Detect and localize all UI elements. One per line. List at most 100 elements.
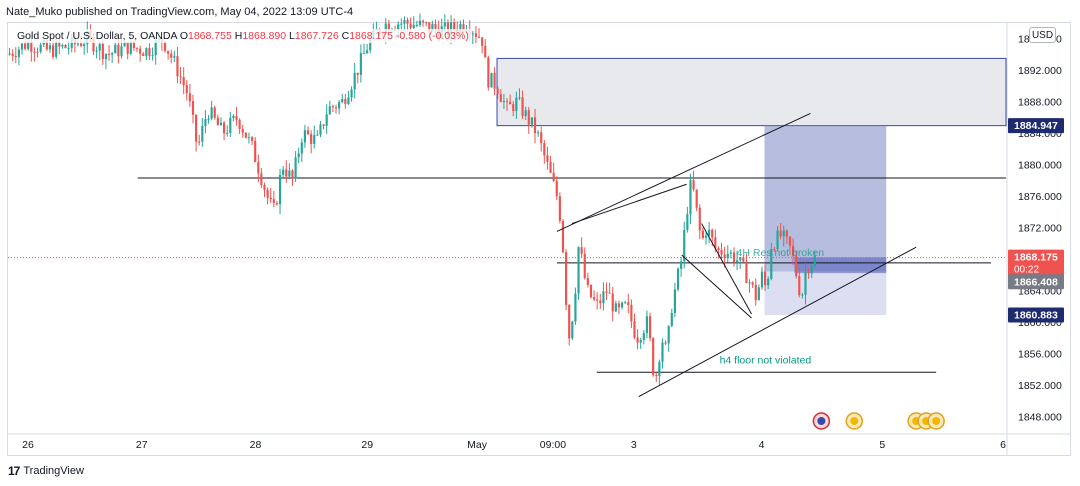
- candle-body: [148, 48, 151, 56]
- candle-body: [453, 22, 456, 30]
- current-price-countdown: 00:22: [1014, 265, 1039, 276]
- candle-body: [229, 117, 232, 133]
- candle-body: [533, 117, 537, 134]
- candle-body: [222, 122, 226, 134]
- candle-body: [291, 170, 294, 179]
- candle-body: [462, 24, 465, 32]
- x-tick-label: 4: [759, 439, 765, 451]
- candle-body: [356, 72, 359, 75]
- candle-body: [132, 41, 136, 48]
- candle-body: [630, 304, 633, 322]
- candle-body: [412, 24, 415, 28]
- candle-body: [334, 107, 338, 109]
- candle-body: [620, 302, 624, 308]
- close-label: C: [341, 30, 350, 42]
- tradingview-logo[interactable]: 17 TradingView: [8, 464, 84, 478]
- candle-body: [359, 53, 362, 75]
- candle-body: [20, 43, 24, 50]
- candle-body: [602, 291, 605, 304]
- candle-body: [512, 104, 515, 112]
- candle-body: [686, 214, 689, 230]
- candle-body: [788, 236, 792, 246]
- candle-body: [704, 235, 708, 238]
- candle-body: [173, 56, 176, 58]
- candle-body: [580, 247, 583, 254]
- candle-body: [139, 48, 142, 54]
- candle-body: [145, 48, 148, 56]
- candle-body: [111, 53, 114, 55]
- candle-body: [195, 114, 198, 142]
- stop-price-label: [1008, 307, 1064, 323]
- candle-body: [785, 230, 788, 237]
- candle-body: [170, 53, 173, 58]
- candle-body: [288, 170, 291, 177]
- current-price-value: 1868.175: [1014, 252, 1058, 264]
- candle-body: [101, 43, 104, 60]
- candle-body: [369, 39, 372, 51]
- candle-body: [51, 45, 55, 57]
- candle-body: [207, 118, 210, 120]
- candle-body: [773, 249, 776, 251]
- chart-area[interactable]: [7, 22, 1071, 456]
- candle-body: [76, 43, 80, 45]
- symbol-legend[interactable]: Gold Spot / U.S. Dollar, 5, OANDA O1868.…: [15, 29, 471, 43]
- candle-body: [232, 116, 235, 118]
- candle-body: [213, 107, 216, 118]
- candle-body: [502, 101, 505, 103]
- candle-body: [723, 254, 726, 259]
- candle-body: [583, 253, 586, 279]
- candle-body: [549, 161, 552, 173]
- candle-body: [24, 43, 27, 49]
- candle-body: [608, 292, 611, 294]
- candle-body: [720, 249, 723, 255]
- candle-body: [509, 101, 512, 105]
- falling-wedge-upper-line: [571, 183, 687, 225]
- supply-zone: [496, 57, 1007, 127]
- candle-body: [303, 130, 307, 143]
- candle-body: [188, 93, 191, 102]
- candle-body: [667, 326, 670, 344]
- candle-body: [36, 51, 39, 53]
- candle-body: [586, 278, 589, 285]
- candle-body: [415, 24, 418, 26]
- candle-body: [757, 287, 760, 301]
- candle-body: [484, 45, 487, 58]
- candle-body: [751, 282, 754, 285]
- candle-body: [300, 142, 303, 154]
- candle-body: [698, 207, 701, 231]
- candle-body: [244, 132, 247, 138]
- candle-body: [449, 22, 453, 36]
- candle-body: [729, 252, 732, 254]
- candle-body: [543, 143, 546, 156]
- candle-body: [617, 303, 621, 308]
- candle-body: [306, 130, 310, 135]
- candle-body: [611, 293, 614, 312]
- currency-badge[interactable]: USD: [1029, 27, 1056, 43]
- long-position-target-zone: [764, 125, 887, 272]
- candle-body: [8, 53, 11, 55]
- candle-body: [521, 97, 524, 117]
- candle-body: [474, 33, 478, 37]
- candle-body: [708, 229, 711, 236]
- candle-body: [431, 24, 434, 32]
- candle-body: [530, 117, 533, 125]
- candle-body: [83, 44, 86, 46]
- candle-body: [810, 266, 813, 274]
- candle-body: [767, 278, 770, 286]
- candle-body: [443, 22, 446, 27]
- candle-body: [310, 134, 313, 144]
- y-tick-label: 1852.000: [1018, 380, 1062, 392]
- low-label: L: [289, 30, 295, 42]
- candle-body: [294, 157, 297, 179]
- candle-body: [565, 252, 568, 305]
- candle-body: [226, 132, 229, 134]
- candle-body: [670, 312, 673, 327]
- y-tick-label: 1880.000: [1018, 160, 1062, 172]
- candle-body: [558, 196, 561, 221]
- candle-body: [717, 248, 720, 250]
- candle-body: [673, 289, 677, 313]
- candle-body: [599, 300, 602, 304]
- candle-body: [655, 374, 658, 377]
- candle-body: [524, 110, 527, 117]
